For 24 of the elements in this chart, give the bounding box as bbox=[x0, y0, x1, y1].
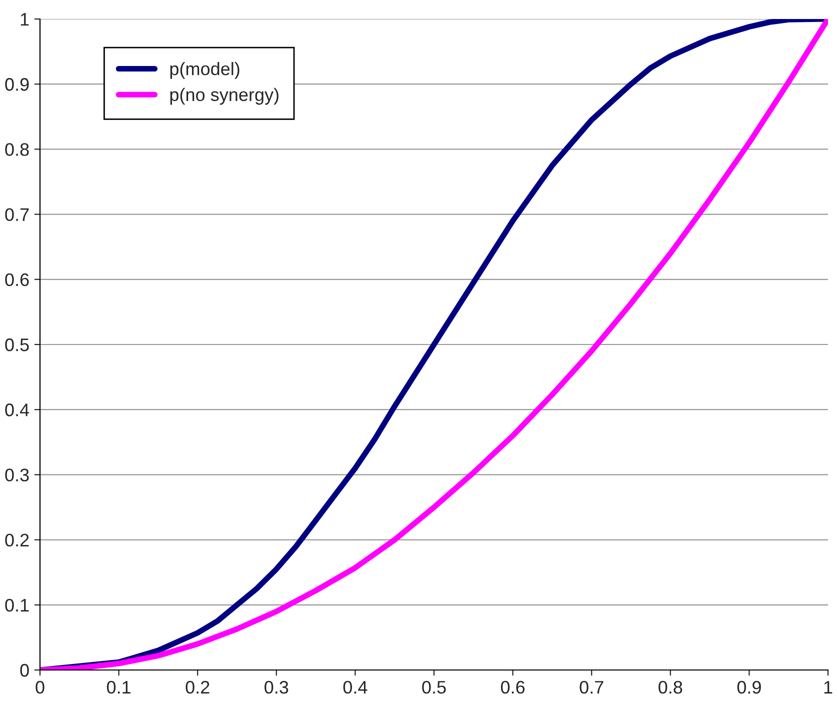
y-tick-label: 0.1 bbox=[5, 598, 29, 612]
x-tick-label: 0.2 bbox=[186, 680, 210, 694]
x-tick-label: 0.4 bbox=[343, 680, 368, 694]
y-tick-label: 0 bbox=[20, 664, 29, 677]
y-tick-label: 0.8 bbox=[5, 143, 29, 156]
x-tick-label: 0.5 bbox=[422, 680, 446, 694]
y-tick-label: 0.5 bbox=[5, 338, 29, 352]
y-tick-label: 0.6 bbox=[5, 273, 29, 286]
x-tick-label: 0.1 bbox=[106, 680, 130, 694]
x-tick-label: 0.6 bbox=[500, 680, 525, 694]
x-tick-label: 0.3 bbox=[264, 680, 288, 694]
x-tick-label: 0.7 bbox=[580, 680, 604, 694]
y-tick-label: 0.9 bbox=[5, 78, 29, 91]
legend-label: p(model) bbox=[170, 62, 240, 79]
y-tick-label: 1 bbox=[20, 13, 29, 26]
x-tick-label: 0.8 bbox=[658, 680, 682, 694]
y-tick-label: 0.3 bbox=[5, 468, 29, 482]
x-tick-label: 0 bbox=[36, 680, 44, 694]
y-tick-label: 0.7 bbox=[5, 208, 29, 222]
y-tick-label: 0.4 bbox=[5, 404, 30, 416]
x-tick-label: 0.9 bbox=[737, 680, 761, 694]
legend-label: p(no synergy) bbox=[170, 88, 278, 105]
x-tick-label: 1 bbox=[824, 681, 832, 694]
y-tick-label: 0.2 bbox=[5, 534, 29, 547]
